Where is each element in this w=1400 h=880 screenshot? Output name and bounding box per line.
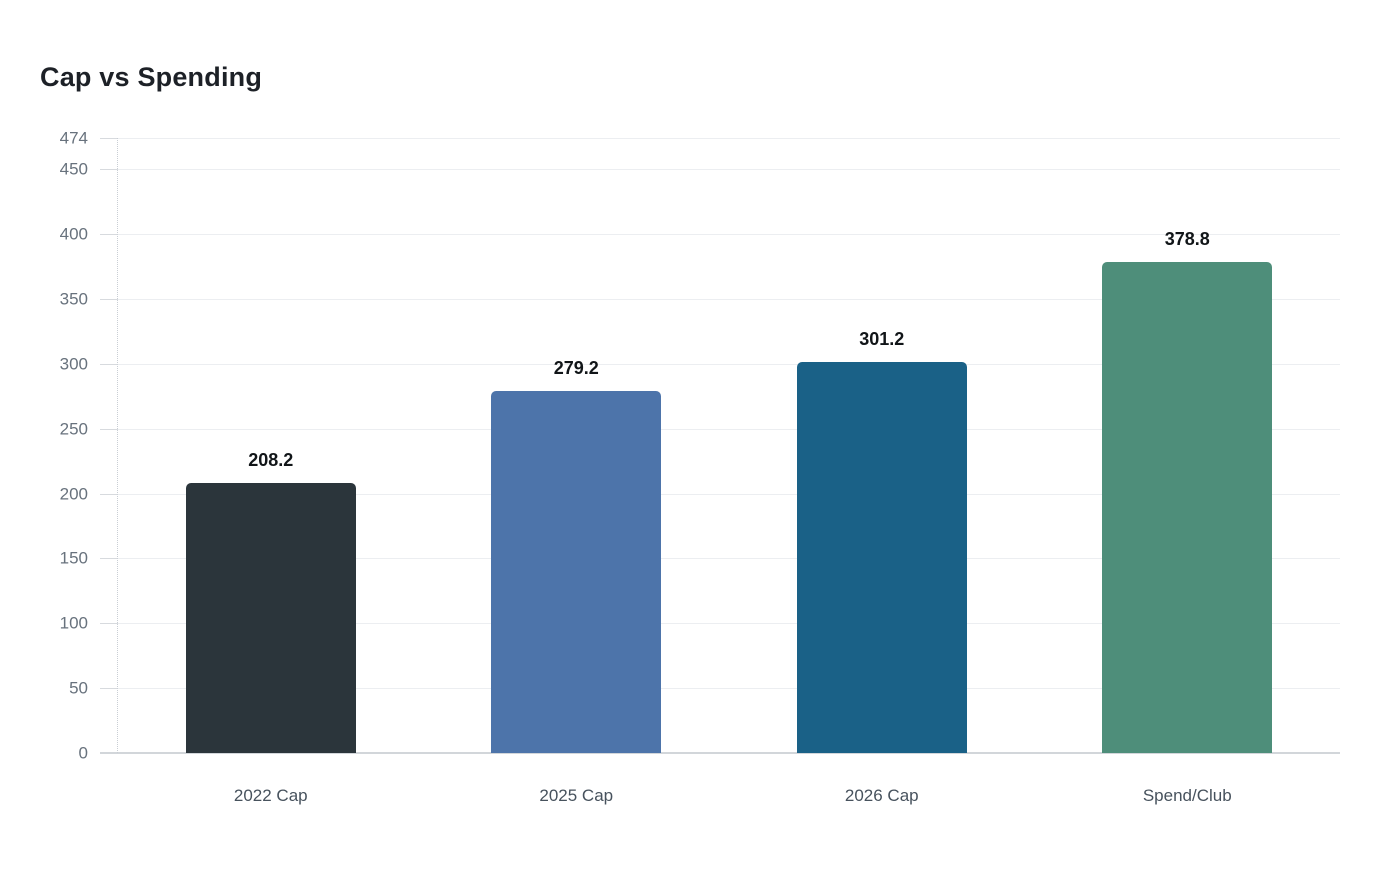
bar-value-label-2025-cap: 279.2	[553, 357, 599, 378]
y-axis-tick	[100, 169, 118, 171]
y-axis-tick	[100, 558, 118, 560]
y-axis-tick	[100, 623, 118, 625]
y-axis-tick	[100, 493, 118, 495]
bar-2025-cap[interactable]	[491, 390, 662, 753]
y-tick-label: 450	[59, 159, 88, 179]
y-tick-label: 250	[59, 419, 88, 439]
y-tick-label: 200	[59, 484, 88, 503]
y-tick-label: 400	[59, 224, 88, 244]
bar-value-label-2026-cap: 301.2	[859, 329, 905, 350]
bar-2026-cap[interactable]	[796, 362, 967, 753]
bar-value-label-spend-club: 378.8	[1164, 228, 1210, 249]
y-axis-tick	[100, 363, 118, 365]
x-tick-label-2026-cap: 2026 Cap	[844, 786, 919, 805]
bar-value-label-2022-cap: 208.2	[248, 449, 294, 470]
y-axis-tick	[100, 234, 118, 235]
y-axis-tick	[100, 428, 118, 430]
y-axis-tick	[100, 298, 118, 300]
gridline	[118, 138, 1340, 139]
bar-spend-club[interactable]	[1102, 261, 1273, 753]
x-tick-label-2025-cap: 2025 Cap	[539, 786, 614, 805]
gridline	[118, 234, 1340, 235]
y-tick-label: 300	[59, 354, 88, 374]
chart-title: Cap vs Spending	[40, 62, 263, 92]
y-tick-label: 100	[59, 613, 88, 633]
y-tick-label: 0	[78, 743, 88, 763]
gridline	[118, 169, 1340, 171]
x-tick-label-2022-cap: 2022 Cap	[233, 786, 308, 805]
bar-2022-cap[interactable]	[185, 482, 356, 753]
y-tick-label: 350	[59, 289, 88, 309]
y-axis-line	[117, 138, 118, 753]
y-axis-tick	[100, 138, 118, 139]
y-tick-label: 50	[69, 678, 88, 698]
y-axis-tick	[100, 688, 118, 690]
y-tick-label: 474	[59, 128, 88, 148]
y-tick-label: 150	[59, 548, 88, 568]
x-tick-label-spend-club: Spend/Club	[1142, 786, 1232, 805]
